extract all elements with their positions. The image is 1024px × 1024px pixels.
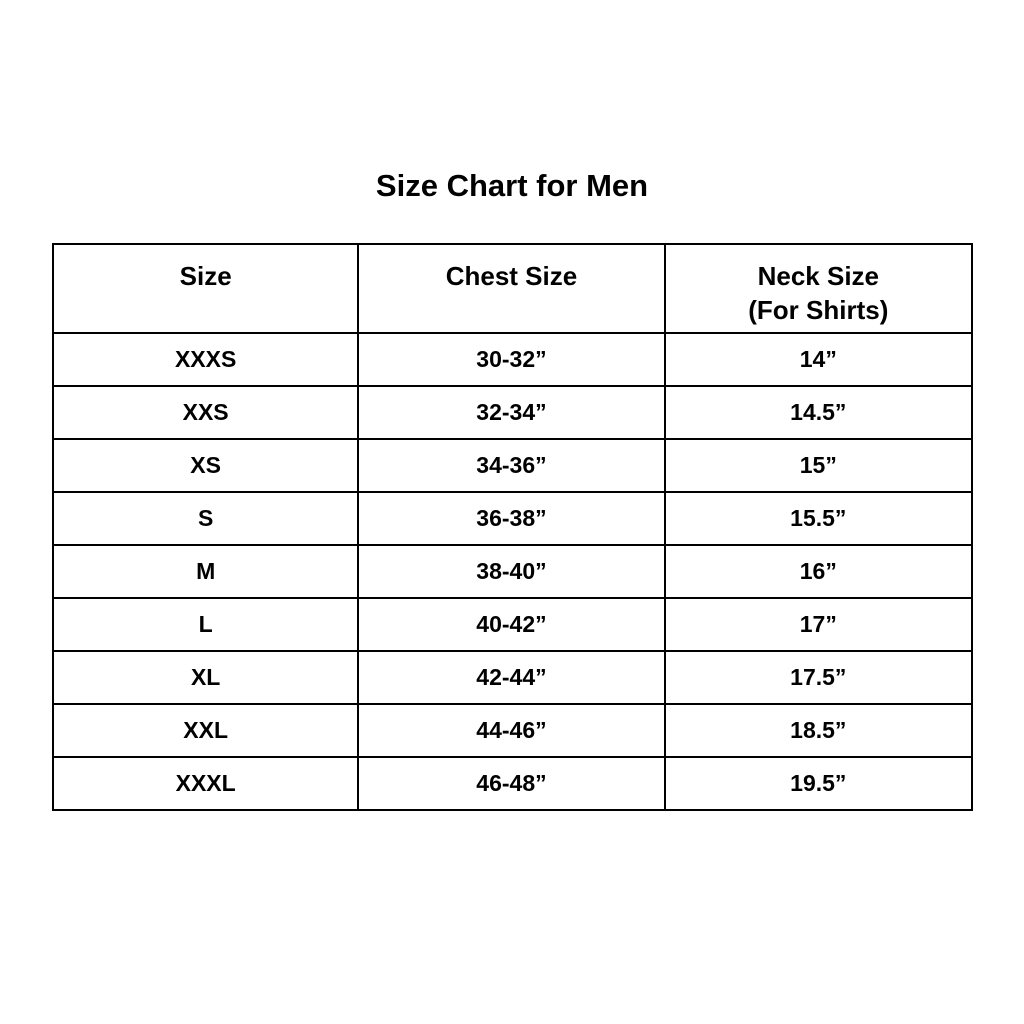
header-neck-size-label: Neck Size <box>757 261 880 291</box>
size-cell: XL <box>51 650 360 705</box>
neck-size-cell: 15.5” <box>663 491 974 546</box>
chest-size-cell: 38-40” <box>357 544 666 599</box>
header-neck-size: Neck Size (For Shirts) <box>663 243 974 334</box>
size-table: Size Chest Size Neck Size (For Shirts) XX… <box>51 243 974 811</box>
neck-size-cell: 14.5” <box>663 385 974 440</box>
table-row: XXXS 30-32” 14” <box>51 332 974 387</box>
header-chest-size: Chest Size <box>357 243 666 334</box>
page-title: Size Chart for Men <box>375 168 649 203</box>
chest-size-cell: 34-36” <box>357 438 666 493</box>
header-neck-size-note: (For Shirts) <box>748 295 889 325</box>
table-row: XXXL 46-48” 19.5” <box>51 756 974 811</box>
table-row: M 38-40” 16” <box>51 544 974 599</box>
size-cell: M <box>51 544 360 599</box>
chest-size-cell: 30-32” <box>357 332 666 387</box>
neck-size-cell: 15” <box>663 438 974 493</box>
table-row: XL 42-44” 17.5” <box>51 650 974 705</box>
neck-size-cell: 18.5” <box>663 703 974 758</box>
chest-size-cell: 44-46” <box>357 703 666 758</box>
size-cell: S <box>51 491 360 546</box>
table-row: S 36-38” 15.5” <box>51 491 974 546</box>
header-size: Size <box>51 243 360 334</box>
table-row: L 40-42” 17” <box>51 597 974 652</box>
neck-size-cell: 17.5” <box>663 650 974 705</box>
table-header-row: Size Chest Size Neck Size (For Shirts) <box>51 243 974 334</box>
chest-size-cell: 46-48” <box>357 756 666 811</box>
table-row: XS 34-36” 15” <box>51 438 974 493</box>
size-cell: XXXS <box>51 332 360 387</box>
table-row: XXS 32-34” 14.5” <box>51 385 974 440</box>
neck-size-cell: 16” <box>663 544 974 599</box>
chest-size-cell: 36-38” <box>357 491 666 546</box>
size-cell: XXL <box>51 703 360 758</box>
size-cell: L <box>51 597 360 652</box>
size-cell: XXS <box>51 385 360 440</box>
neck-size-cell: 14” <box>663 332 974 387</box>
size-cell: XXXL <box>51 756 360 811</box>
neck-size-cell: 17” <box>663 597 974 652</box>
size-cell: XS <box>51 438 360 493</box>
table-row: XXL 44-46” 18.5” <box>51 703 974 758</box>
neck-size-cell: 19.5” <box>663 756 974 811</box>
chest-size-cell: 40-42” <box>357 597 666 652</box>
chest-size-cell: 42-44” <box>357 650 666 705</box>
chest-size-cell: 32-34” <box>357 385 666 440</box>
